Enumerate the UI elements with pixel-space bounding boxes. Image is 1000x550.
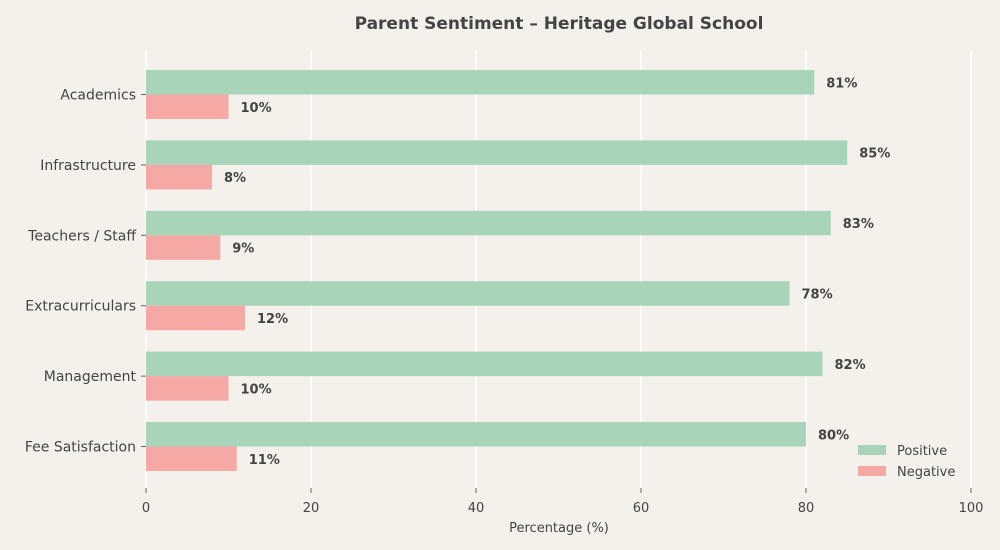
category-label: Management: [44, 369, 137, 385]
positive-bar: [146, 422, 806, 447]
x-tick-label: 20: [303, 501, 320, 516]
negative-data-label: 8%: [224, 171, 246, 186]
positive-data-label: 82%: [835, 358, 866, 373]
category-label: Academics: [60, 88, 136, 104]
legend: Positive Negative: [858, 444, 955, 480]
positive-data-label: 81%: [826, 76, 857, 91]
legend-label: Negative: [897, 465, 955, 480]
category-labels: Academics Infrastructure Teachers / Staff E…: [25, 88, 146, 456]
chart-title: Parent Sentiment – Heritage Global Schoo…: [355, 14, 764, 34]
category-label: Teachers / Staff: [27, 228, 136, 244]
positive-bar: [146, 351, 823, 377]
x-tick-label: 80: [798, 501, 815, 516]
positive-data-label: 85%: [859, 147, 890, 162]
negative-bar: [146, 446, 237, 471]
legend-swatch: [858, 445, 886, 455]
negative-bar: [146, 235, 221, 260]
positive-bar: [146, 70, 815, 95]
negative-data-label: 10%: [241, 101, 272, 116]
negative-bar: [146, 305, 245, 331]
category-label: Extracurriculars: [25, 299, 136, 315]
negative-data-label: 9%: [232, 242, 254, 257]
legend-swatch: [858, 466, 886, 476]
x-tick-label: 60: [633, 501, 650, 516]
x-tick-label: 0: [142, 501, 150, 516]
negative-bar: [146, 164, 212, 190]
legend-label: Positive: [897, 444, 947, 459]
negative-bar: [146, 94, 229, 119]
negative-data-label: 10%: [241, 382, 272, 397]
positive-bar: [146, 281, 790, 306]
positive-data-label: 78%: [802, 287, 833, 302]
grid-lines: [145, 50, 972, 488]
positive-data-label: 80%: [818, 428, 849, 443]
x-tick-label: 100: [959, 501, 984, 516]
x-axis-label: Percentage (%): [509, 521, 609, 536]
category-label: Fee Satisfaction: [25, 440, 136, 456]
negative-bar: [146, 376, 229, 401]
x-tick-label: 40: [468, 501, 485, 516]
positive-data-label: 83%: [843, 217, 874, 232]
positive-bar: [146, 210, 831, 236]
negative-data-label: 12%: [257, 312, 288, 327]
positive-bar: [146, 140, 848, 165]
bar-group: 81% 10% 85% 8% 83% 9% 78% 12% 82% 10% 80% 11%: [146, 70, 890, 471]
negative-data-label: 11%: [249, 453, 280, 468]
x-axis-ticks: 0 20 40 60 80 100: [142, 488, 984, 516]
category-label: Infrastructure: [40, 158, 136, 174]
